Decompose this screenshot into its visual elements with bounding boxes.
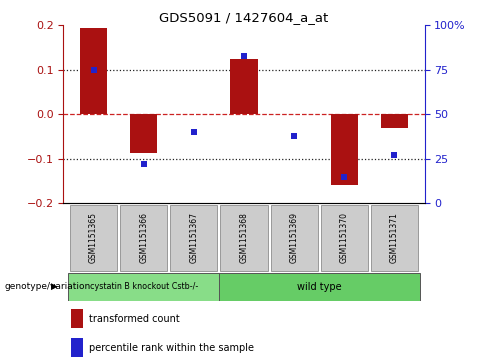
Point	[190, 129, 198, 135]
Bar	[71, 338, 83, 357]
Text: GSM1151366: GSM1151366	[139, 212, 148, 263]
Title: GDS5091 / 1427604_a_at: GDS5091 / 1427604_a_at	[160, 11, 328, 24]
FancyBboxPatch shape	[221, 205, 267, 271]
Bar	[80, 28, 107, 114]
Text: GSM1151368: GSM1151368	[240, 212, 248, 263]
Point	[240, 53, 248, 58]
Text: genotype/variation: genotype/variation	[5, 282, 91, 291]
FancyBboxPatch shape	[219, 273, 420, 301]
Text: ▶: ▶	[51, 282, 58, 291]
Bar	[230, 59, 258, 114]
Bar	[381, 114, 408, 128]
Point	[341, 174, 348, 180]
Text: GSM1151369: GSM1151369	[290, 212, 299, 263]
Text: GSM1151371: GSM1151371	[390, 212, 399, 263]
FancyBboxPatch shape	[170, 205, 218, 271]
FancyBboxPatch shape	[70, 205, 117, 271]
Bar	[71, 309, 83, 328]
Text: transformed count: transformed count	[89, 314, 180, 323]
Point	[390, 152, 398, 158]
Text: wild type: wild type	[297, 282, 342, 292]
Text: cystatin B knockout Cstb-/-: cystatin B knockout Cstb-/-	[90, 282, 198, 291]
Point	[90, 67, 98, 73]
FancyBboxPatch shape	[68, 273, 219, 301]
Bar	[130, 114, 158, 154]
FancyBboxPatch shape	[321, 205, 368, 271]
Text: GSM1151365: GSM1151365	[89, 212, 98, 263]
Text: percentile rank within the sample: percentile rank within the sample	[89, 343, 254, 352]
FancyBboxPatch shape	[371, 205, 418, 271]
FancyBboxPatch shape	[270, 205, 318, 271]
Text: GSM1151370: GSM1151370	[340, 212, 349, 263]
Bar	[330, 114, 358, 185]
FancyBboxPatch shape	[120, 205, 167, 271]
Point	[140, 161, 147, 167]
Text: GSM1151367: GSM1151367	[189, 212, 198, 263]
Point	[290, 133, 298, 139]
